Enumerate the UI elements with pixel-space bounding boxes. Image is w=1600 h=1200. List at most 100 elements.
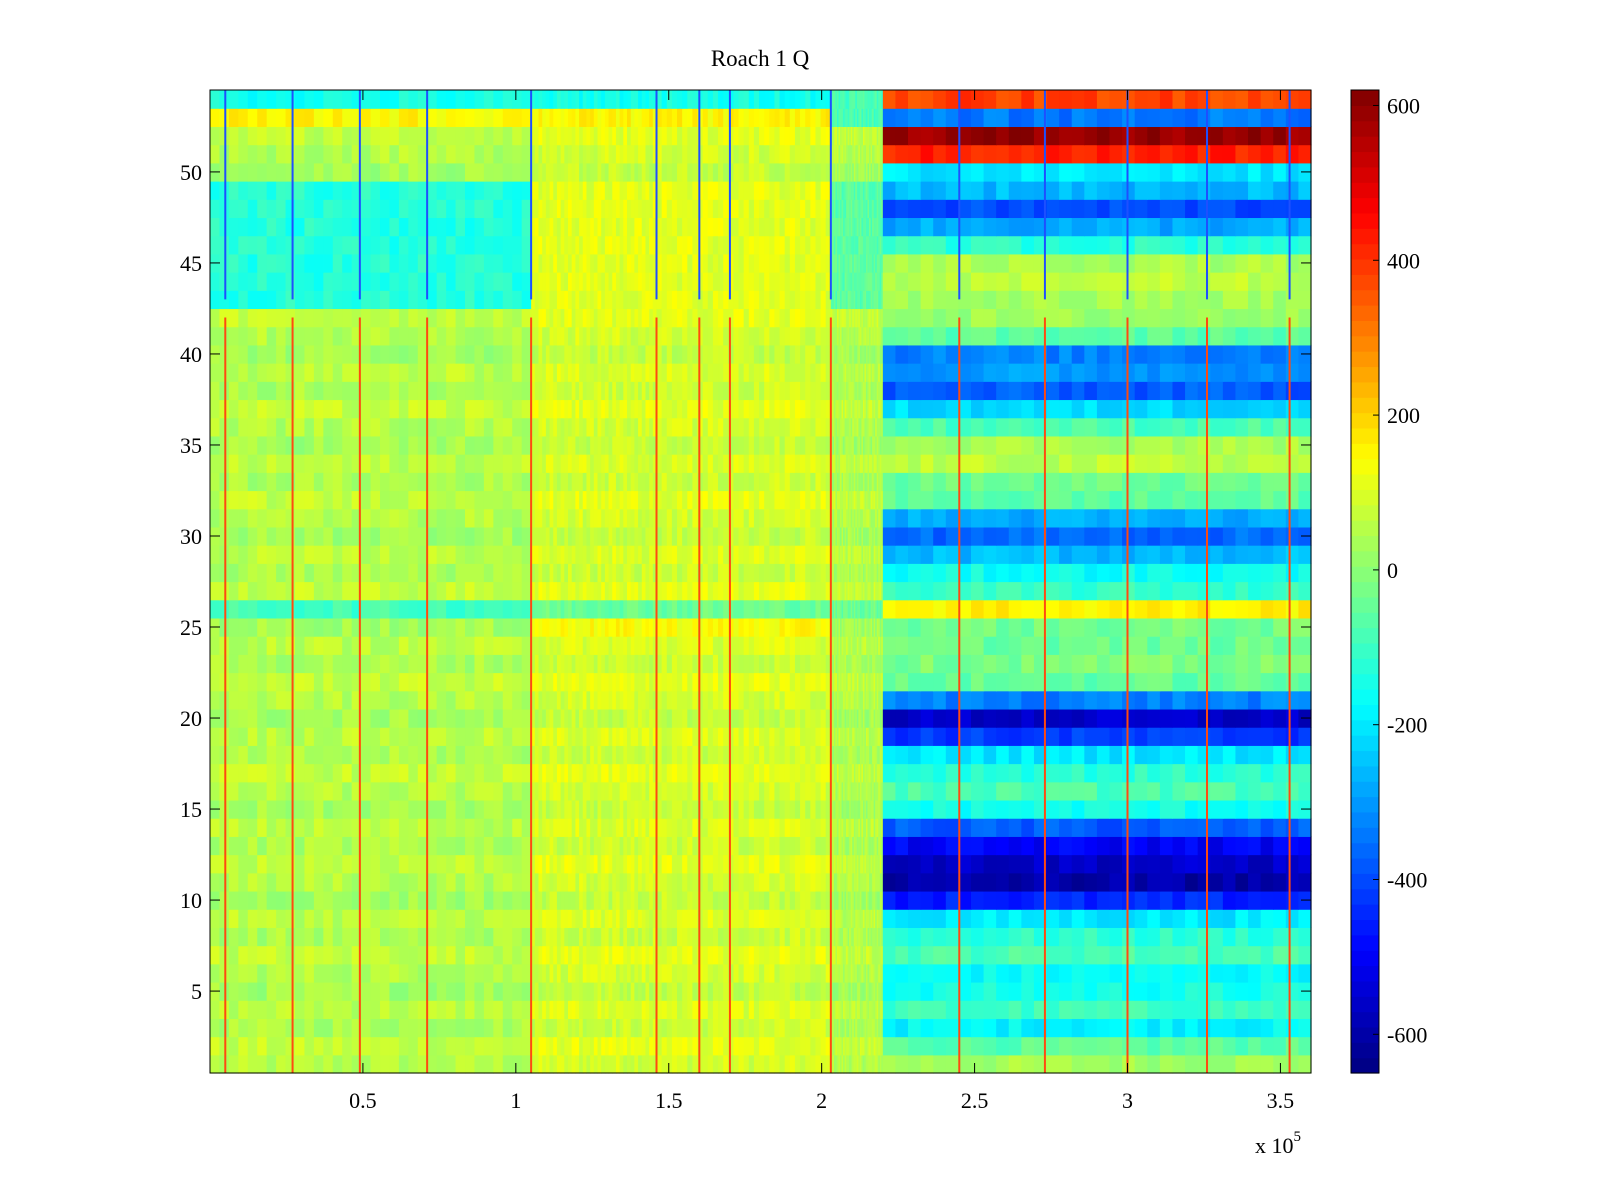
heat-cell [370, 636, 381, 655]
heat-cell [361, 781, 372, 801]
heat-cell [1185, 672, 1199, 692]
heat-cell [859, 690, 863, 710]
heat-cell [810, 781, 817, 801]
heat-cell [534, 690, 540, 710]
heat-cell [398, 836, 409, 856]
heat-cell [859, 1000, 863, 1019]
heat-cell [849, 727, 852, 746]
heat-cell [257, 981, 268, 1001]
heat-cell [502, 1036, 513, 1056]
heat-cell [564, 1018, 569, 1038]
heat-cell [723, 945, 729, 965]
heat-cell [582, 672, 588, 692]
heat-cell [408, 763, 419, 783]
heat-cell [876, 1018, 879, 1038]
heat-cell [805, 872, 811, 892]
heat-cell [361, 599, 372, 619]
heat-cell [1084, 890, 1098, 910]
heat-cell [1021, 799, 1035, 819]
heat-cell [575, 599, 580, 619]
heat-cell [881, 1018, 884, 1038]
heat-cell [656, 799, 663, 819]
heat-cell [601, 1018, 606, 1038]
heat-cell [638, 890, 643, 910]
heat-cell [313, 745, 324, 765]
heat-cell [810, 836, 817, 856]
heat-cell [869, 836, 872, 856]
heat-cell [623, 672, 628, 692]
heat-cell [575, 1054, 580, 1074]
heat-cell [619, 745, 624, 765]
heat-cell [645, 1018, 650, 1038]
heat-cell [579, 617, 584, 637]
heat-cell [908, 781, 922, 801]
heat-cell [743, 1018, 750, 1038]
heat-cell [586, 727, 591, 746]
heat-cell [582, 727, 588, 746]
heat-cell [1071, 563, 1085, 583]
heat-cell [652, 636, 658, 655]
heat-cell [895, 799, 909, 819]
heat-cell [408, 672, 419, 692]
heat-cell [238, 599, 249, 619]
heat-cell [542, 1054, 547, 1074]
heat-cell [833, 727, 837, 746]
heat-cell [351, 1000, 362, 1019]
heat-cell [615, 927, 621, 947]
heat-cell [361, 526, 372, 546]
heat-cell [789, 1000, 796, 1019]
heat-cell [847, 927, 850, 947]
heat-cell [436, 927, 447, 947]
heat-cell [861, 890, 864, 910]
heat-cell [945, 745, 959, 765]
heat-cell [1008, 818, 1022, 837]
heat-cell [304, 599, 315, 619]
heat-cell [697, 545, 704, 564]
heat-cell [825, 727, 832, 746]
heat-cell [833, 1054, 837, 1074]
heat-cell [586, 872, 591, 892]
heat-cell [862, 890, 866, 910]
heat-cell [983, 781, 997, 801]
heat-cell [608, 909, 613, 928]
heat-cell [593, 727, 599, 746]
heat-cell [586, 1018, 591, 1038]
heat-cell [521, 654, 532, 674]
heat-cell [342, 927, 353, 947]
heat-cell [579, 1036, 584, 1056]
heat-cell [836, 963, 840, 983]
heat-cell [958, 781, 972, 801]
heat-cell [545, 945, 551, 965]
heat-cell [436, 1000, 447, 1019]
heat-cell [556, 636, 562, 655]
heat-cell [870, 654, 873, 674]
heat-cell [794, 745, 801, 765]
heat-cell [1260, 799, 1274, 819]
heat-cell [323, 545, 334, 564]
heat-cell [342, 672, 353, 692]
heat-cell [810, 745, 817, 765]
heat-cell [542, 599, 547, 619]
heat-cell [455, 727, 466, 746]
heat-cell [586, 599, 591, 619]
heat-cell [764, 872, 770, 892]
heat-cell [630, 672, 635, 692]
heat-cell [556, 745, 562, 765]
heat-cell [531, 872, 536, 892]
heat-cell [304, 927, 315, 947]
heat-cell [748, 872, 755, 892]
heat-cell [671, 945, 678, 965]
heat-cell [266, 1018, 277, 1038]
heat-cell [1046, 818, 1060, 837]
heat-cell [820, 545, 827, 564]
heat-cell [228, 854, 239, 874]
heat-cell [1260, 745, 1274, 765]
heat-cell [601, 1000, 606, 1019]
heat-cell [789, 854, 796, 874]
heat-cell [764, 981, 770, 1001]
heat-cell [830, 945, 833, 965]
heat-cell [862, 945, 866, 965]
heat-cell [304, 708, 315, 728]
heat-cell [586, 836, 591, 856]
heat-cell [835, 963, 838, 983]
